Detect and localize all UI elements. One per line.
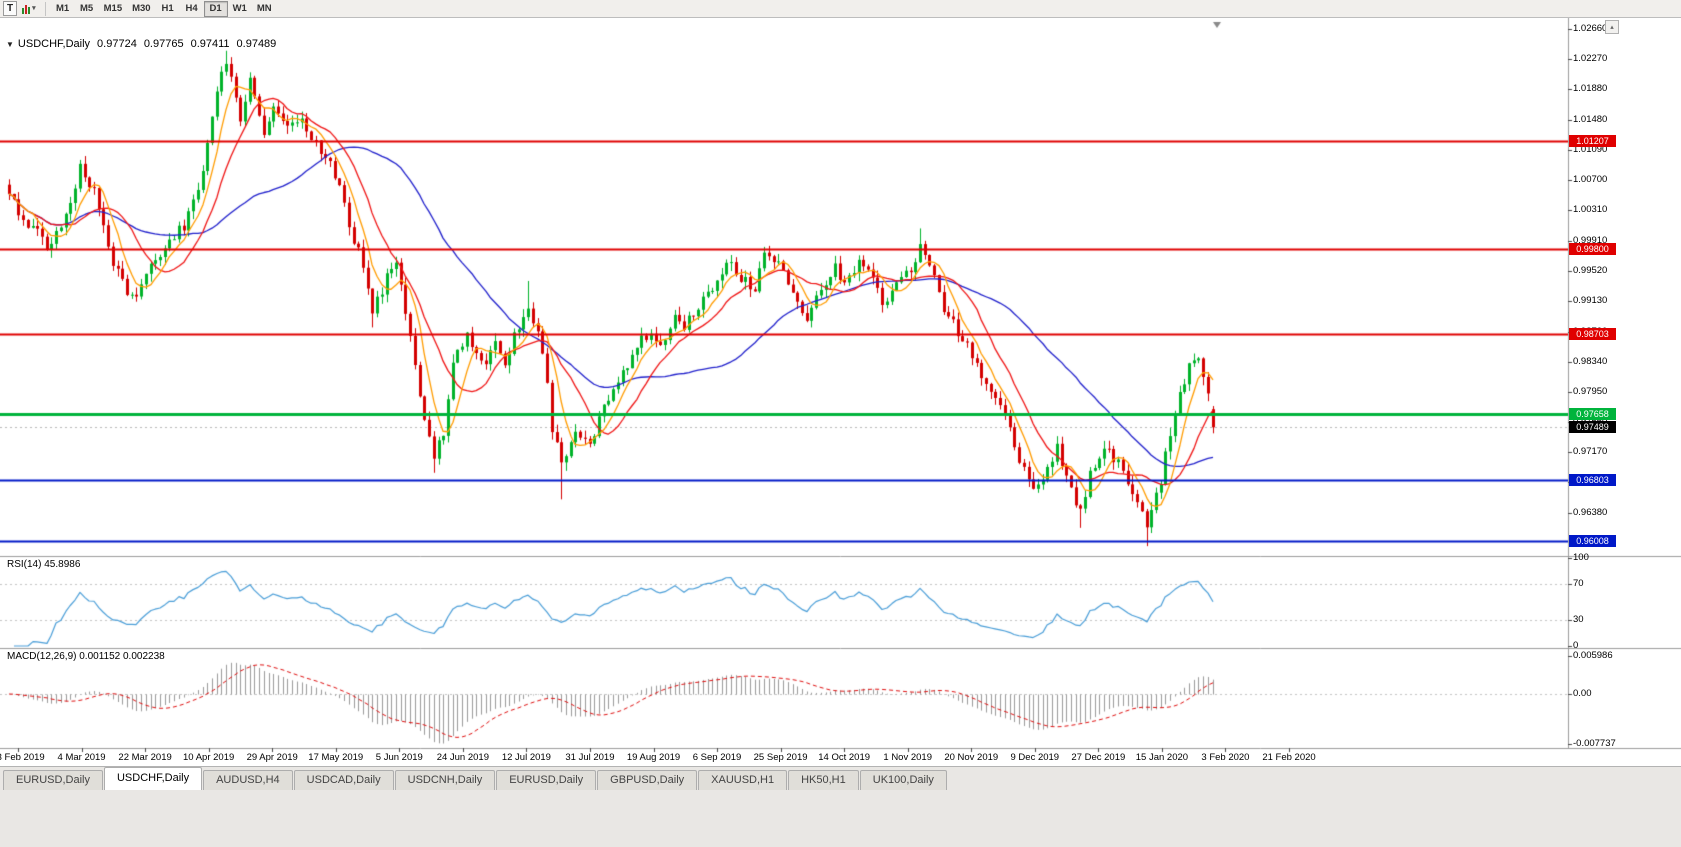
chart-tab-4-usdcnh-daily[interactable]: USDCNH,Daily — [394, 770, 496, 790]
timeframe-button-m15[interactable]: M15 — [99, 1, 127, 17]
ohlc-high: 0.97765 — [143, 38, 184, 50]
chart-tab-9-uk100-daily[interactable]: UK100,Daily — [859, 770, 947, 790]
rsi-label: RSI(14) 45.8986 — [7, 559, 81, 570]
price-chart-canvas[interactable] — [0, 18, 1681, 766]
toolbar-separator — [44, 1, 46, 16]
chart-tab-0-eurusd-daily[interactable]: EURUSD,Daily — [3, 770, 103, 790]
chart-window: ▼ USDCHF,Daily 0.97724 0.97765 0.97411 0… — [0, 18, 1681, 766]
timeframe-button-h1[interactable]: H1 — [156, 1, 180, 17]
collapse-triangle-icon: ▼ — [6, 39, 14, 49]
timeframe-buttons: M1 M5 M15 M30 H1 H4 D1 W1 MN — [51, 0, 277, 17]
chart-symbol-label: USDCHF,Daily — [17, 38, 91, 50]
macd-label: MACD(12,26,9) 0.001152 0.002238 — [7, 651, 165, 662]
status-area — [0, 790, 1681, 847]
timeframe-toolbar: T ▾ M1 M5 M15 M30 H1 H4 D1 W1 MN — [0, 0, 1681, 18]
templates-button[interactable]: T — [3, 1, 18, 16]
timeframe-button-m5[interactable]: M5 — [75, 1, 99, 17]
chart-type-icon — [22, 4, 31, 14]
chart-tab-2-audusd-h4[interactable]: AUDUSD,H4 — [203, 770, 293, 790]
templates-button-label: T — [7, 3, 14, 14]
chart-ohlc-header: ▼ USDCHF,Daily 0.97724 0.97765 0.97411 0… — [6, 38, 276, 50]
chart-tab-1-usdchf-daily[interactable]: USDCHF,Daily — [103, 767, 203, 790]
chart-tabbar: EURUSD,Daily USDCHF,Daily AUDUSD,H4 USDCAD,… — [0, 766, 1681, 790]
chart-tab-5-eurusd-daily[interactable]: EURUSD,Daily — [496, 770, 597, 790]
scroll-up-button[interactable]: ▴ — [1605, 20, 1619, 34]
timeframe-button-m30[interactable]: M30 — [127, 1, 155, 17]
timeframe-button-mn[interactable]: MN — [252, 1, 277, 17]
chart-tab-3-usdcad-daily[interactable]: USDCAD,Daily — [293, 770, 394, 790]
timeframe-button-d1[interactable]: D1 — [203, 0, 228, 17]
dropdown-caret-icon: ▾ — [32, 5, 36, 12]
chart-type-button[interactable]: ▾ — [18, 1, 40, 16]
chart-tab-8-hk50-h1[interactable]: HK50,H1 — [788, 770, 859, 790]
ohlc-low: 0.97411 — [190, 38, 230, 50]
timeframe-button-h4[interactable]: H4 — [180, 1, 204, 17]
ohlc-close: 0.97489 — [236, 38, 277, 50]
timeframe-button-w1[interactable]: W1 — [228, 1, 252, 17]
timeframe-button-m1[interactable]: M1 — [51, 1, 75, 17]
chart-tab-7-xauusd-h1[interactable]: XAUUSD,H1 — [698, 770, 788, 790]
ohlc-open: 0.97724 — [97, 38, 137, 50]
chart-tab-6-gbpusd-daily[interactable]: GBPUSD,Daily — [597, 770, 698, 790]
